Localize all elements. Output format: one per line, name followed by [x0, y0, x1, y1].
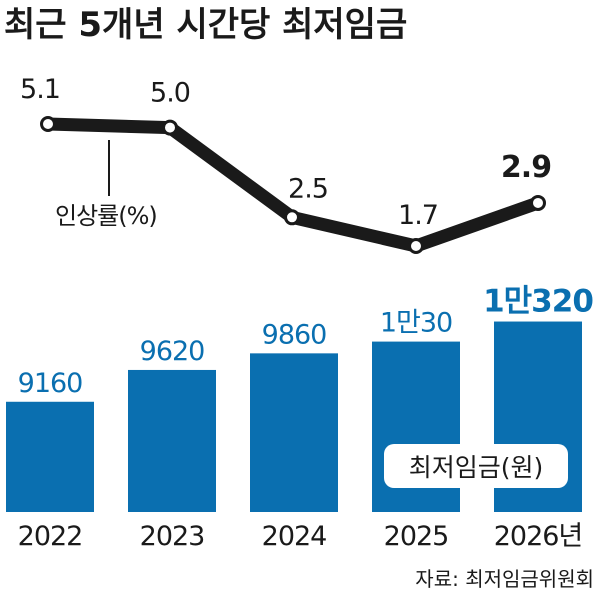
- line-legend-bg: [52, 186, 182, 230]
- chart-title: 최근 5개년 시간당 최저임금: [4, 5, 407, 45]
- wage-value-label-0: 9160: [18, 368, 83, 399]
- bar-0: [6, 401, 94, 512]
- wage-value-label-3: 1만30: [380, 308, 452, 339]
- rate-labels-layer: 5.1 5.0 2.5 1.7 2.9: [20, 74, 552, 231]
- source-note: 자료: 최저임금위원회: [415, 567, 594, 591]
- rate-value-label-2: 2.5: [288, 173, 328, 204]
- year-label-1: 2023: [140, 521, 205, 552]
- year-labels-layer: 2022 2023 2024 2025 2026년: [18, 521, 584, 552]
- wage-labels-layer: 9160 9620 9860 1만30 1만320: [18, 284, 595, 399]
- wage-value-label-1: 9620: [140, 336, 205, 367]
- rate-value-label-3: 1.7: [398, 200, 438, 231]
- wage-value-label-4: 1만320: [483, 284, 593, 320]
- rate-points-layer: [40, 116, 546, 254]
- rate-point-0: [40, 116, 56, 132]
- bar-2: [250, 353, 338, 512]
- year-label-3: 2025: [384, 521, 449, 552]
- bar-legend: 최저임금(원): [384, 444, 568, 488]
- rate-value-label-0: 5.1: [20, 74, 60, 105]
- line-legend-label: 인상률(%): [55, 202, 157, 230]
- rate-point-3: [408, 238, 424, 254]
- year-label-2: 2024: [262, 521, 327, 552]
- rate-point-4: [530, 194, 546, 211]
- bar-legend-label: 최저임금(원): [409, 453, 544, 482]
- year-label-0: 2022: [18, 521, 83, 552]
- wage-value-label-2: 9860: [262, 319, 327, 350]
- bar-1: [128, 369, 216, 512]
- line-legend: 인상률(%): [52, 140, 182, 230]
- bar-legend-box: [384, 444, 568, 488]
- rate-point-2: [284, 209, 300, 226]
- rate-value-label-1: 5.0: [150, 78, 190, 109]
- rate-value-label-4: 2.9: [501, 150, 551, 185]
- year-label-4: 2026년: [494, 521, 583, 552]
- rate-point-1: [162, 119, 178, 136]
